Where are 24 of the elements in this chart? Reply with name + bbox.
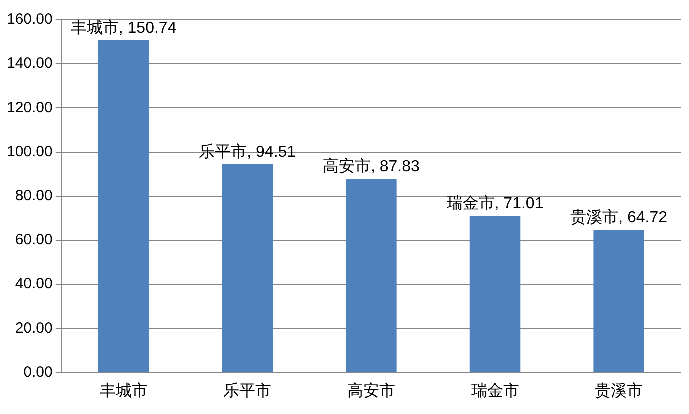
y-tick-label: 120.00 bbox=[6, 99, 53, 116]
x-tick-label: 贵溪市 bbox=[595, 382, 644, 400]
bar bbox=[346, 179, 397, 372]
y-tick-label: 160.00 bbox=[6, 11, 53, 28]
bar bbox=[222, 164, 273, 372]
y-tick-label: 20.00 bbox=[15, 320, 53, 337]
y-tick-label: 100.00 bbox=[6, 143, 53, 160]
y-tick-label: 140.00 bbox=[6, 55, 53, 72]
x-tick-label: 乐平市 bbox=[224, 382, 272, 400]
x-tick-label: 丰城市 bbox=[100, 382, 148, 400]
data-label: 瑞金市, 71.01 bbox=[446, 194, 544, 213]
bar bbox=[594, 230, 644, 372]
data-label: 丰城市, 150.74 bbox=[70, 18, 177, 37]
y-tick-label: 0.00 bbox=[24, 364, 53, 381]
y-tick-label: 60.00 bbox=[15, 232, 53, 249]
y-tick-label: 40.00 bbox=[15, 276, 53, 293]
bar bbox=[98, 40, 150, 372]
y-tick-label: 80.00 bbox=[15, 188, 53, 205]
x-tick-label: 瑞金市 bbox=[471, 382, 520, 400]
data-label: 乐平市, 94.51 bbox=[199, 142, 296, 161]
bar bbox=[470, 216, 521, 372]
data-label: 高安市, 87.83 bbox=[322, 158, 420, 176]
data-label: 贵溪市, 64.72 bbox=[570, 208, 668, 226]
x-tick-label: 高安市 bbox=[347, 382, 396, 400]
